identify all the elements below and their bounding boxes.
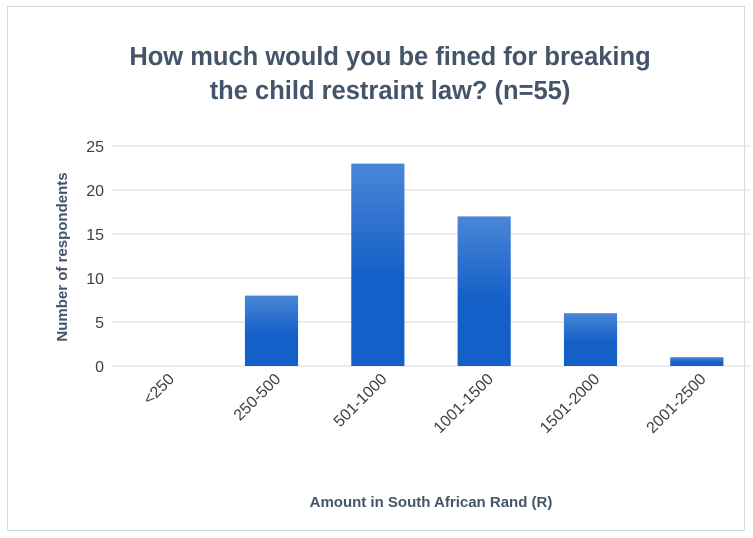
y-tick-label: 5: [95, 315, 104, 332]
chart-title-line-1: How much would you be fined for breaking: [129, 43, 651, 71]
x-axis-title: Amount in South African Rand (R): [310, 494, 553, 511]
x-tick-label: 2001-2500: [644, 371, 710, 437]
y-tick-label: 15: [86, 227, 104, 244]
gridlines: [112, 145, 750, 367]
y-axis-title: Number of respondents: [54, 172, 71, 341]
chart-title-line-2: the child restraint law? (n=55): [209, 77, 571, 105]
bars: [244, 163, 724, 366]
x-tick-label: 250-500: [231, 371, 285, 425]
x-tick-label: 1501-2000: [537, 371, 603, 437]
bar-2001-2500: [670, 357, 724, 366]
x-tick-label: <250: [140, 371, 178, 409]
x-tick-labels: <250 250-500 501-1000 1001-1500 1501-2000 200…: [140, 371, 709, 437]
y-tick-label: 0: [95, 359, 104, 376]
x-tick-label: 501-1000: [331, 371, 391, 431]
bar-1001-1500: [457, 216, 511, 366]
y-tick-labels: 0 5 10 15 20 25: [86, 139, 104, 376]
y-tick-label: 25: [86, 139, 104, 156]
bar-501-1000: [351, 163, 405, 366]
x-tick-label: 1001-1500: [431, 371, 497, 437]
chart-title: How much would you be fined for breaking…: [60, 40, 720, 108]
y-tick-label: 20: [86, 183, 104, 200]
bar-1501-2000: [563, 313, 618, 366]
y-tick-label: 10: [86, 271, 104, 288]
bar-250-500: [244, 295, 299, 366]
